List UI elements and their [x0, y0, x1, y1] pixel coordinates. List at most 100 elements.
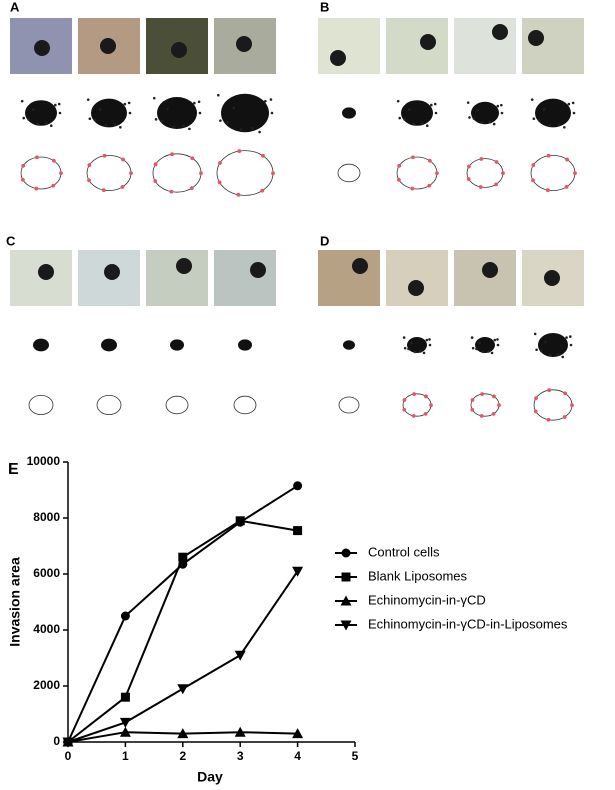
outline-marker — [411, 414, 416, 418]
outline-marker — [397, 163, 402, 168]
outline-marker — [533, 409, 538, 414]
invading-cell — [172, 125, 175, 129]
outline-marker — [34, 186, 38, 191]
micrograph — [318, 18, 380, 74]
invading-cell — [258, 130, 261, 134]
outline-marker — [410, 186, 414, 191]
outline-marker — [35, 155, 39, 160]
invading-cell — [561, 355, 565, 359]
invading-cell — [154, 118, 158, 121]
y-axis-title: Invasion area — [7, 557, 23, 647]
y-tick-label: 2000 — [33, 678, 60, 692]
outline-marker — [546, 153, 551, 158]
outline-marker — [573, 171, 577, 176]
outline — [337, 163, 361, 183]
marker — [293, 526, 303, 536]
outline-marker — [423, 412, 428, 416]
invading-cell — [493, 338, 497, 342]
invading-cell — [86, 98, 90, 101]
outline-marker — [261, 154, 265, 158]
spheroid-mask — [25, 100, 57, 126]
invading-cell — [216, 93, 220, 97]
outline-marker — [396, 177, 401, 182]
invading-cell — [542, 108, 546, 111]
outline-marker — [411, 155, 415, 160]
outline-marker — [428, 159, 432, 163]
spheroid-mask — [407, 337, 427, 353]
spheroid — [330, 50, 346, 66]
invading-cell — [496, 343, 500, 347]
outline-marker — [52, 159, 56, 163]
invading-cell — [565, 336, 568, 339]
invading-cell — [422, 351, 426, 355]
invading-cell — [407, 347, 410, 351]
outline-marker — [491, 412, 496, 416]
invading-cell — [500, 111, 504, 115]
marker — [341, 572, 351, 582]
invading-cell — [425, 124, 429, 127]
invading-cell — [468, 116, 471, 119]
outline-marker — [564, 185, 569, 189]
invading-cell — [20, 99, 24, 103]
outline-marker — [271, 171, 275, 176]
invading-cell — [193, 101, 196, 105]
outline-marker — [87, 178, 91, 183]
marker — [292, 728, 304, 739]
outline-marker — [402, 398, 407, 402]
outline-marker — [429, 403, 433, 407]
invading-cell — [557, 123, 561, 126]
invading-cell — [54, 103, 57, 107]
marker — [234, 726, 246, 737]
invading-cell — [251, 127, 254, 130]
invading-cell — [49, 124, 53, 127]
outline-marker — [494, 182, 498, 187]
marker — [292, 566, 304, 577]
invading-cell — [425, 338, 429, 342]
invading-cell — [471, 346, 475, 350]
outline-marker — [531, 163, 536, 167]
outline-marker — [189, 186, 194, 191]
invading-cell — [31, 108, 35, 112]
spheroid — [420, 34, 436, 50]
spheroid — [544, 270, 560, 286]
invading-cell — [160, 119, 164, 123]
spheroid — [250, 262, 266, 278]
micrograph — [386, 250, 448, 306]
spheroid — [34, 40, 50, 56]
x-axis-title: Day — [197, 769, 223, 785]
marker — [119, 717, 131, 728]
spheroid-mask — [343, 340, 355, 350]
invading-cell — [490, 351, 494, 355]
spheroid-mask — [170, 339, 184, 351]
outline-marker — [237, 149, 242, 153]
invading-cell — [197, 100, 201, 104]
legend-label: Echinomycin-in-γCD-in-Liposomes — [368, 616, 568, 631]
spheroid-mask — [475, 337, 495, 353]
invading-cell — [419, 350, 422, 353]
invading-cell — [152, 96, 156, 100]
invading-cell — [123, 102, 127, 106]
invading-cell — [264, 99, 267, 103]
outline-marker — [497, 403, 501, 407]
legend-label: Echinomycin-in-γCD — [368, 592, 486, 607]
invading-cell — [127, 101, 131, 105]
y-tick-label: 6000 — [33, 566, 60, 580]
micrograph — [386, 18, 448, 74]
spheroid-mask — [33, 338, 49, 352]
invading-cell — [93, 118, 97, 122]
invading-cell — [472, 117, 476, 120]
invading-cell — [182, 124, 185, 128]
spheroid — [236, 36, 252, 52]
invading-cell — [530, 98, 534, 101]
invading-cell — [36, 122, 40, 126]
invading-cell — [113, 123, 117, 126]
outline-marker — [479, 414, 484, 418]
outline — [96, 394, 122, 415]
spheroid-mask — [157, 97, 197, 129]
outline-marker — [218, 160, 222, 165]
outline-marker — [402, 407, 407, 412]
invading-cell — [535, 348, 538, 352]
marker — [234, 650, 246, 661]
invading-cell — [568, 335, 572, 338]
spheroid — [100, 38, 116, 54]
